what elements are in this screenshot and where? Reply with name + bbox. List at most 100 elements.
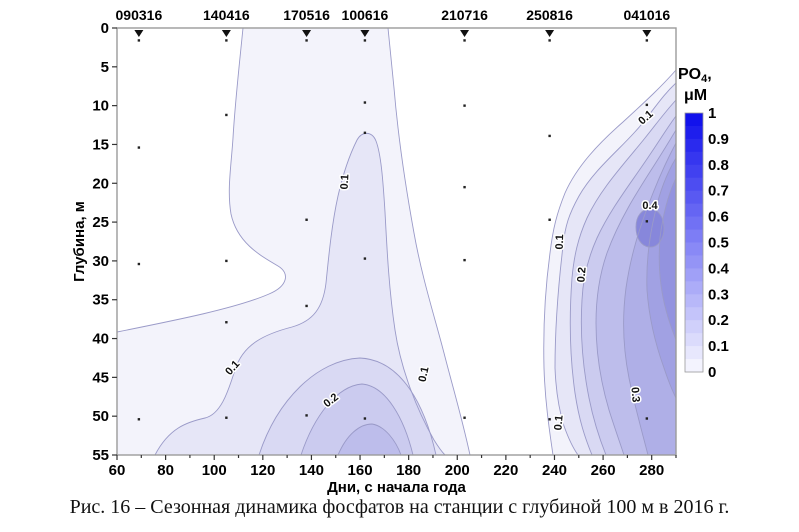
sample-point [137,146,141,149]
y-tick-label: 35 [92,292,109,309]
sample-point [363,417,367,420]
y-tick-label: 30 [92,253,109,270]
colorbar-tick-label: 0.8 [708,157,729,174]
sample-point [225,39,228,42]
contour-line [258,357,437,455]
sample-point [137,262,141,266]
colorbar-cell [685,190,703,205]
colorbar-units: μM [684,87,707,104]
x-tick-label: 120 [250,462,275,479]
x-tick-label: 220 [493,462,518,479]
colorbar-tick-label: 0.7 [708,183,729,200]
colorbar-cell [685,333,703,347]
contour-level-label: 0.1 [339,174,352,190]
y-tick-label: 20 [92,175,109,192]
sample-point [463,416,466,419]
contour-plot-svg: 0.10.10.20.10.10.20.10.30.10.460 80 100 120… [71,7,730,496]
contour-line [658,177,676,341]
x-tick-label: 180 [396,462,421,479]
colorbar-cell [685,242,703,256]
contour-line [580,115,676,455]
survey-date-triangle-marker [221,30,231,37]
x-tick-label: 160 [348,462,373,479]
sample-point [548,134,551,138]
sample-point [645,39,649,42]
contour-line [635,208,665,248]
y-tick-label: 45 [92,369,109,386]
y-tick-label: 25 [92,214,109,231]
x-tick-label: 100 [202,462,227,479]
colorbar-cell [685,113,703,127]
survey-date-label: 210716 [441,7,488,23]
sample-point [548,418,551,421]
contour-level-label: 0.1 [552,415,565,431]
contour-line [154,132,446,455]
colorbar-tick-label: 0.5 [708,235,729,252]
survey-date-triangle-marker [545,30,555,37]
colorbar-cell [685,138,703,153]
sample-point [305,304,308,308]
y-tick-label: 10 [92,98,109,115]
sample-point [225,321,228,324]
contour-fill-region [636,209,664,248]
sample-point [645,220,649,223]
contour-line [595,129,676,455]
colorbar-cell [685,307,703,321]
sample-point [225,113,228,117]
colorbar-cell [685,320,703,334]
colorbar-cell [685,216,703,230]
survey-date-triangle-marker [134,30,144,37]
sample-point [548,218,551,221]
colorbar-cell [685,203,703,217]
x-tick-label: 140 [299,462,324,479]
contour-level-label: 0.1 [554,234,567,250]
colorbar-cell [685,177,703,192]
sample-point [463,39,466,42]
survey-date-label: 250816 [526,7,573,23]
plot-area: 0.10.10.20.10.10.20.10.30.10.460 80 100 120… [71,7,677,496]
survey-date-triangle-marker [642,30,652,37]
contour-level-label: 0.1 [417,366,432,383]
colorbar-cell [685,359,703,373]
contour-line [300,383,414,455]
sample-point [305,414,308,417]
contour-level-label: 0.4 [642,200,658,212]
sample-point [363,101,367,104]
y-axis: 0 5 10 15 20 25 30 35 40 45 50 55 Глубина, м [71,20,117,464]
x-tick-label: 80 [157,462,174,479]
survey-date-triangle-marker [460,30,470,37]
plot-border [116,27,677,456]
sample-point [305,218,308,221]
colorbar-cell [685,294,703,308]
y-tick-label: 50 [92,408,109,425]
contour-level-label: 0.3 [628,387,641,403]
contour-line [646,157,676,399]
colorbar-border [684,112,704,373]
contour-line [117,28,286,333]
sample-point [463,104,466,107]
survey-date-label: 041016 [623,7,670,23]
y-tick-label: 0 [101,20,109,37]
contour-line [337,423,402,455]
sample-point [363,39,367,42]
sample-point [137,418,141,421]
colorbar-cell [685,125,703,140]
survey-date-label: 090316 [116,7,163,23]
contour-line [554,82,676,455]
x-tick-label: 200 [445,462,470,479]
sample-point [463,185,466,189]
sample-point [463,258,466,262]
contour-line [569,99,676,455]
sample-point [363,257,367,260]
survey-date-label: 170516 [283,7,330,23]
x-tick-label: 60 [109,462,126,479]
x-tick-label: 260 [591,462,616,479]
colorbar-title: PO4, [678,66,712,85]
y-tick-label: 55 [92,447,109,464]
contour-line [623,142,676,455]
colorbar-tick-label: 0.6 [708,209,729,226]
colorbar-tick-label: 1 [708,105,716,122]
colorbar-cell [685,268,703,282]
top-date-axis: 090316 140416 170516 100616 210716 250816 0410… [116,7,671,23]
